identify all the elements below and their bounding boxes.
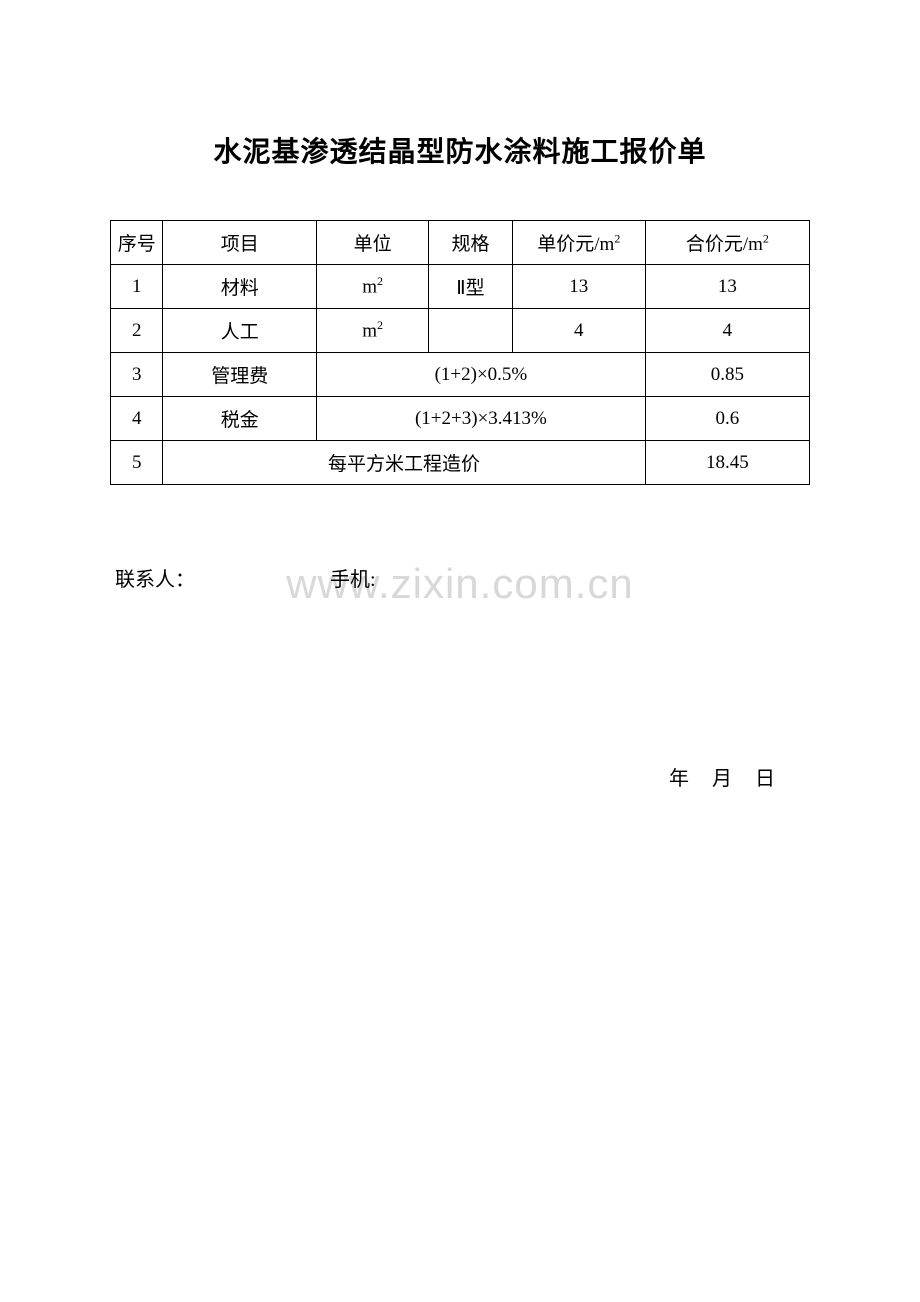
cell-total-price: 0.6 — [645, 397, 809, 441]
cell-total-price: 4 — [645, 309, 809, 353]
table-row: 3 管理费 (1+2)×0.5% 0.85 — [111, 353, 810, 397]
table-header-row: 序号 项目 单位 规格 单价元/m2 合价元/m2 — [111, 221, 810, 265]
header-spec: 规格 — [429, 221, 513, 265]
header-unit-price: 单价元/m2 — [512, 221, 645, 265]
cell-item: 材料 — [163, 265, 317, 309]
cell-item: 管理费 — [163, 353, 317, 397]
cell-merged: 每平方米工程造价 — [163, 441, 645, 485]
date-row: 年 月 日 — [110, 762, 810, 791]
cell-merged: (1+2)×0.5% — [317, 353, 646, 397]
header-item: 项目 — [163, 221, 317, 265]
cell-total-price: 0.85 — [645, 353, 809, 397]
table-row: 2 人工 m2 4 4 — [111, 309, 810, 353]
page-title: 水泥基渗透结晶型防水涂料施工报价单 — [110, 130, 810, 170]
cell-unit-price: 4 — [512, 309, 645, 353]
cell-item: 税金 — [163, 397, 317, 441]
cell-unit: m2 — [317, 309, 429, 353]
cell-unit: m2 — [317, 265, 429, 309]
cell-item: 人工 — [163, 309, 317, 353]
contact-phone-label: 手机: — [330, 563, 376, 592]
table-row: 4 税金 (1+2+3)×3.413% 0.6 — [111, 397, 810, 441]
cell-seq: 2 — [111, 309, 163, 353]
cell-total-price: 13 — [645, 265, 809, 309]
cell-total-price: 18.45 — [645, 441, 809, 485]
table-row: 1 材料 m2 Ⅱ型 13 13 — [111, 265, 810, 309]
cell-seq: 4 — [111, 397, 163, 441]
cell-spec — [429, 309, 513, 353]
cell-merged: (1+2+3)×3.413% — [317, 397, 646, 441]
contact-row: 联系人： 手机: — [110, 563, 810, 592]
cell-seq: 1 — [111, 265, 163, 309]
header-total-price: 合价元/m2 — [645, 221, 809, 265]
document-page: 水泥基渗透结晶型防水涂料施工报价单 序号 项目 单位 规格 单价元/m2 合价元… — [0, 0, 920, 791]
cell-seq: 3 — [111, 353, 163, 397]
header-seq: 序号 — [111, 221, 163, 265]
quotation-table: 序号 项目 单位 规格 单价元/m2 合价元/m2 1 材料 m2 Ⅱ型 13 … — [110, 220, 810, 485]
contact-person-label: 联系人： — [115, 563, 195, 592]
table-row: 5 每平方米工程造价 18.45 — [111, 441, 810, 485]
cell-spec: Ⅱ型 — [429, 265, 513, 309]
cell-unit-price: 13 — [512, 265, 645, 309]
cell-seq: 5 — [111, 441, 163, 485]
header-unit: 单位 — [317, 221, 429, 265]
